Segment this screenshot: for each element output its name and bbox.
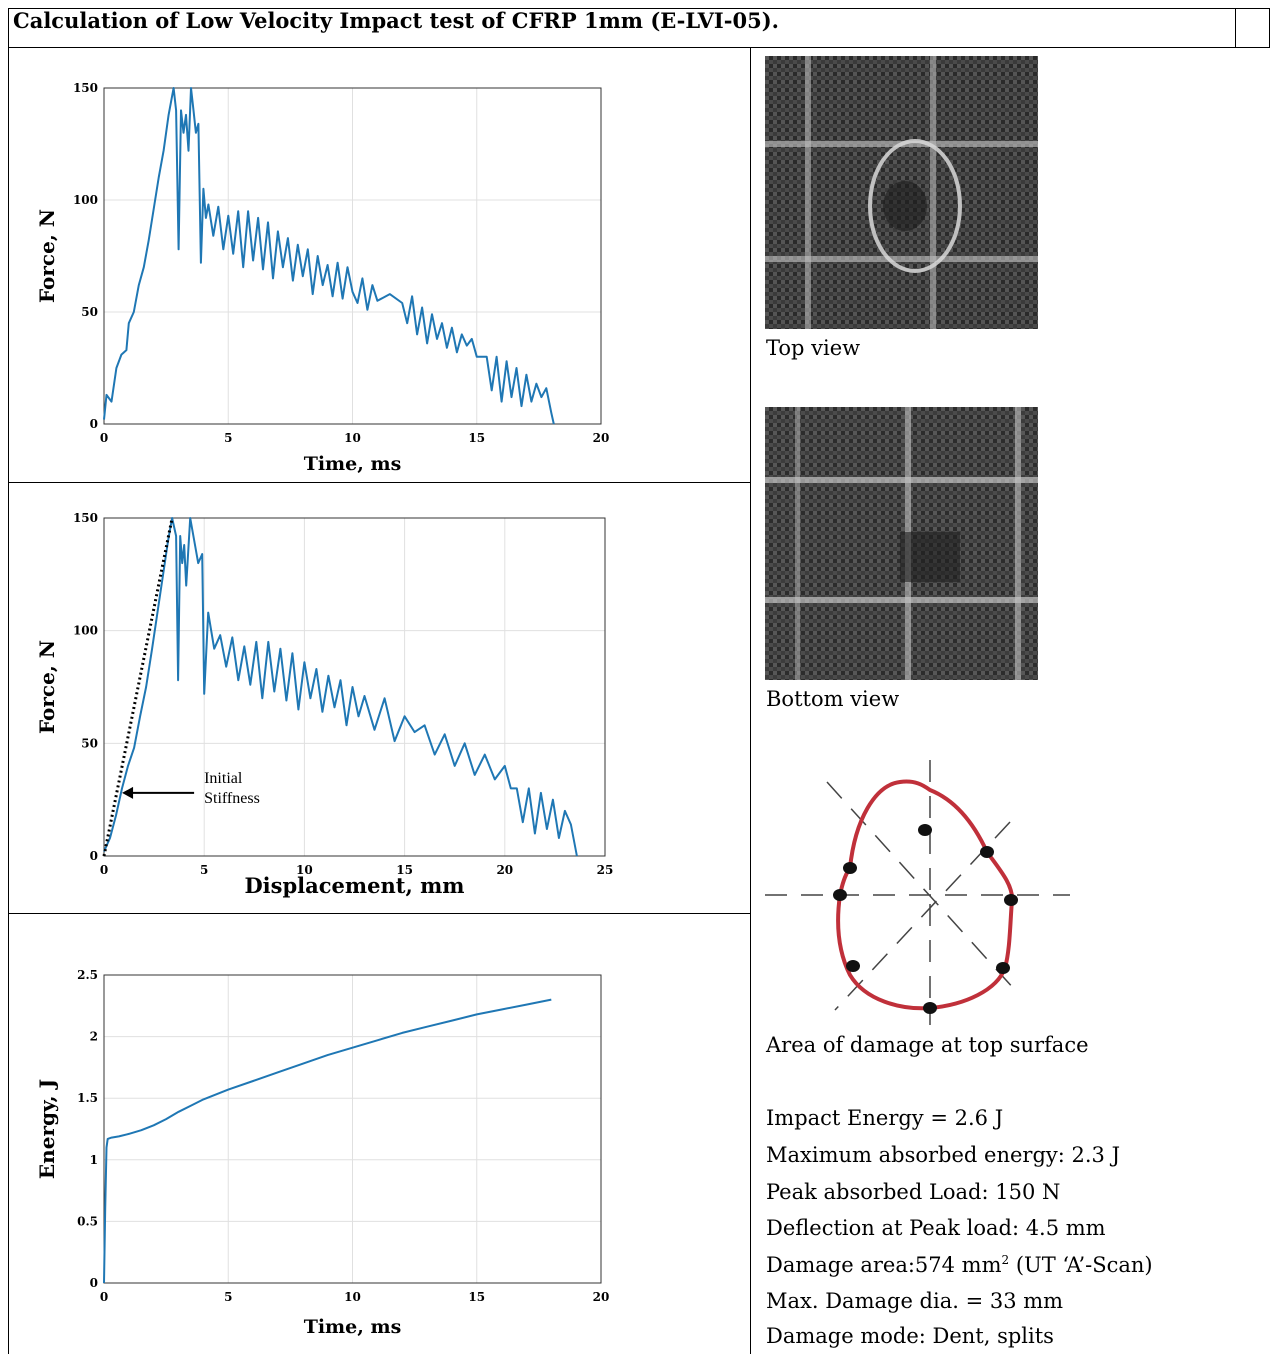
- y-axis-label: Force, N: [35, 640, 59, 734]
- x-axis-label: Time, ms: [304, 1316, 402, 1338]
- y-tick-label: 2.5: [77, 968, 98, 982]
- y-tick-label: 50: [81, 305, 98, 319]
- page-title: Calculation of Low Velocity Impact test …: [13, 8, 779, 33]
- damage-area-unit-exponent: 2: [1001, 1253, 1010, 1267]
- y-tick-label: 1: [90, 1153, 98, 1167]
- x-tick-label: 0: [100, 1290, 108, 1304]
- plot-frame: [103, 974, 602, 1284]
- y-tick-label: 0: [90, 417, 98, 431]
- y-tick-label: 100: [73, 624, 98, 638]
- y-tick-label: 150: [73, 81, 98, 95]
- bottom-view-caption: Bottom view: [766, 687, 900, 711]
- initial-stiffness-line: [102, 517, 174, 857]
- damage-area-text: Damage area:574 mm2 (UT ‘A’-Scan): [766, 1253, 1153, 1277]
- energy-time-chart: 0 5 10 15 20 0 0.5 1 1.5 2 2.5 Time, ms Energy, J: [35, 968, 610, 1338]
- plot-frame: [103, 87, 602, 425]
- title-row: [8, 8, 1270, 48]
- annotation-text: Initial: [204, 770, 243, 787]
- deflection-text: Deflection at Peak load: 4.5 mm: [766, 1216, 1106, 1240]
- y-axis-label: Energy, J: [35, 1079, 59, 1179]
- y-tick-label: 0.5: [77, 1214, 98, 1228]
- x-tick-label: 15: [468, 1290, 485, 1304]
- max-absorbed-energy-text: Maximum absorbed energy: 2.3 J: [766, 1143, 1120, 1167]
- charts-column: [8, 47, 751, 1354]
- series-line: [103, 517, 578, 857]
- title-divider: [1235, 8, 1236, 48]
- x-tick-label: 5: [200, 863, 208, 877]
- x-tick-label: 15: [468, 431, 485, 445]
- force-time-chart: 0 5 10 15 20 0 50 100 150 Time, ms Force, N: [35, 81, 610, 475]
- x-tick-label: 25: [597, 863, 614, 877]
- x-tick-label: 5: [224, 431, 232, 445]
- x-tick-label: 20: [593, 1290, 610, 1304]
- top-view-caption: Top view: [766, 336, 861, 360]
- max-damage-dia-text: Max. Damage dia. = 33 mm: [766, 1289, 1064, 1313]
- y-tick-label: 0: [90, 849, 98, 863]
- x-tick-label: 20: [593, 431, 610, 445]
- x-axis-label: Time, ms: [304, 453, 402, 475]
- bottom-view-photo: [765, 407, 1038, 680]
- series-line: [103, 87, 555, 425]
- damage-mode-text: Damage mode: Dent, splits: [766, 1324, 1054, 1348]
- peak-load-text: Peak absorbed Load: 150 N: [766, 1180, 1061, 1204]
- annotation-text: Stiffness: [204, 790, 260, 807]
- x-tick-label: 10: [296, 863, 313, 877]
- y-tick-label: 50: [81, 736, 98, 750]
- damage-area-caption: Area of damage at top surface: [766, 1033, 1089, 1057]
- x-axis-label: Displacement, mm: [244, 873, 464, 898]
- x-tick-label: 0: [100, 863, 108, 877]
- damage-area-suffix: (UT ‘A’-Scan): [1009, 1253, 1153, 1277]
- y-tick-label: 150: [73, 511, 98, 525]
- row-divider-1: [8, 482, 751, 483]
- annotation-arrowhead: [122, 786, 134, 799]
- x-tick-label: 10: [344, 431, 361, 445]
- x-tick-label: 20: [496, 863, 513, 877]
- x-tick-label: 0: [100, 431, 108, 445]
- series-line: [103, 998, 552, 1284]
- x-tick-label: 15: [396, 863, 413, 877]
- y-tick-label: 0: [90, 1276, 98, 1290]
- top-view-photo: [765, 56, 1038, 329]
- y-tick-label: 100: [73, 193, 98, 207]
- damage-area-sketch: [765, 760, 1075, 1030]
- y-tick-label: 1.5: [77, 1091, 98, 1105]
- force-displacement-chart: 0 5 10 15 20 25 0 50 100 150 Displacement, mm Force…: [35, 511, 614, 898]
- x-tick-label: 5: [224, 1290, 232, 1304]
- damage-area-prefix: Damage area:574 mm: [766, 1253, 1002, 1277]
- plot-frame: [103, 517, 606, 857]
- impact-energy-text: Impact Energy = 2.6 J: [766, 1106, 1004, 1130]
- row-divider-2: [8, 913, 751, 914]
- y-tick-label: 2: [90, 1030, 98, 1044]
- x-tick-label: 10: [344, 1290, 361, 1304]
- y-axis-label: Force, N: [35, 209, 59, 303]
